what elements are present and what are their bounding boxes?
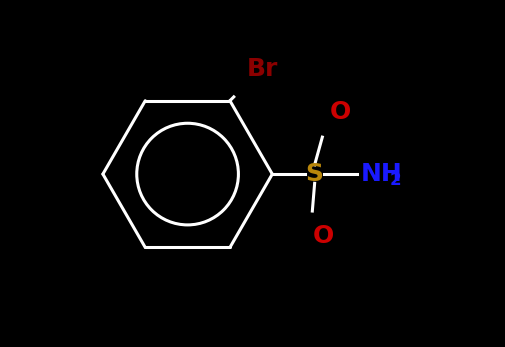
Text: S: S	[306, 162, 324, 186]
Text: O: O	[312, 224, 334, 248]
Text: Br: Br	[247, 58, 278, 82]
Text: O: O	[330, 100, 351, 124]
Text: 2: 2	[390, 171, 401, 189]
Text: NH: NH	[361, 162, 402, 186]
